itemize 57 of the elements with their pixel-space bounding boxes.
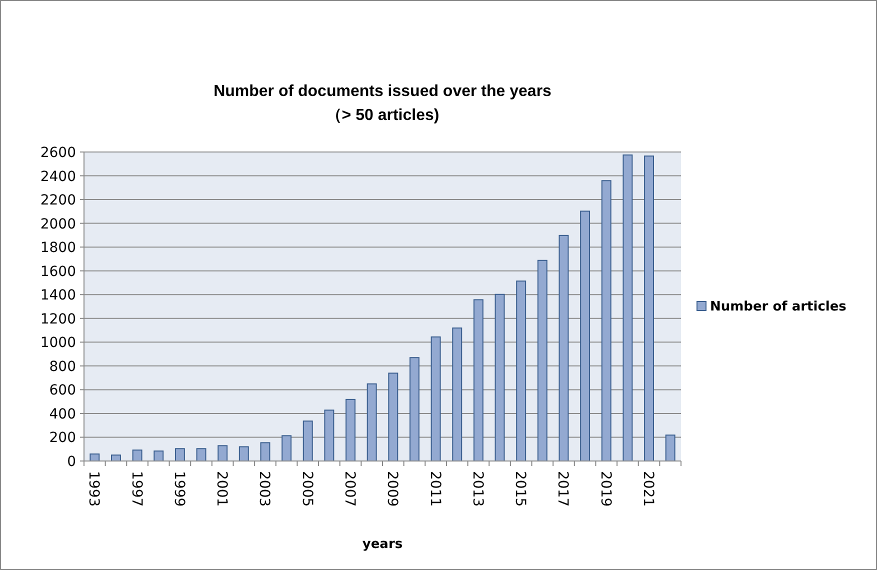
bar — [430, 336, 441, 462]
x-axis-title: years — [362, 537, 403, 552]
y-tick-label: 2200 — [40, 192, 76, 209]
y-tick-label: 800 — [49, 358, 76, 375]
y-tick-label: 1400 — [40, 288, 76, 304]
x-tick-label: 2011 — [426, 471, 443, 507]
bar — [302, 420, 313, 462]
bar — [346, 398, 356, 462]
y-tick-label: 200 — [49, 430, 76, 446]
bar — [196, 448, 206, 462]
bar — [154, 450, 164, 462]
bar — [218, 445, 228, 462]
bar — [473, 299, 484, 462]
x-tick-label: 2001 — [214, 471, 230, 507]
x-tick-label: 1999 — [170, 471, 187, 507]
bar — [494, 294, 505, 462]
bar — [516, 280, 526, 462]
bar — [174, 448, 185, 462]
bar — [132, 450, 142, 462]
y-tick-label: 1000 — [40, 335, 76, 352]
x-tick-label: 1997 — [128, 471, 144, 507]
bar — [366, 383, 377, 462]
bar — [537, 260, 548, 462]
y-tick-label: 2400 — [40, 168, 76, 185]
x-tick-label: 2021 — [640, 471, 656, 507]
bar — [324, 410, 334, 462]
x-tick-label: 2003 — [256, 471, 272, 507]
bar — [622, 154, 633, 462]
bar — [558, 234, 569, 462]
bar — [665, 434, 676, 462]
chart-title: Number of documents issued over the years （> 50 articles) — [214, 83, 552, 124]
x-tick-label: 1993 — [86, 471, 102, 507]
x-tick-label: 2017 — [554, 471, 571, 507]
x-tick-label: 2019 — [597, 471, 614, 507]
legend-label: Number of articles — [710, 300, 847, 314]
x-tick-label: 2013 — [469, 471, 486, 507]
x-tick-label: 2009 — [384, 471, 400, 507]
y-tick-label: 1200 — [40, 311, 76, 328]
bar — [410, 357, 420, 462]
y-tick-label: 0 — [67, 454, 76, 470]
bar — [644, 156, 654, 462]
x-tick-label: 2005 — [298, 471, 315, 507]
y-tick-label: 600 — [49, 382, 76, 399]
y-tick-label: 400 — [49, 406, 76, 422]
y-tick-label: 2000 — [40, 216, 76, 232]
bar — [452, 328, 462, 462]
bar — [282, 435, 292, 462]
bar — [260, 442, 270, 462]
x-tick-label: 2007 — [342, 471, 358, 507]
y-tick-label: 1800 — [40, 240, 76, 256]
bar — [388, 372, 398, 462]
bar — [580, 210, 590, 462]
bar — [601, 180, 612, 462]
y-tick-label: 1600 — [40, 264, 76, 280]
bar — [238, 446, 249, 462]
y-tick-label: 2600 — [40, 145, 76, 161]
x-tick-label: 2015 — [512, 471, 528, 507]
